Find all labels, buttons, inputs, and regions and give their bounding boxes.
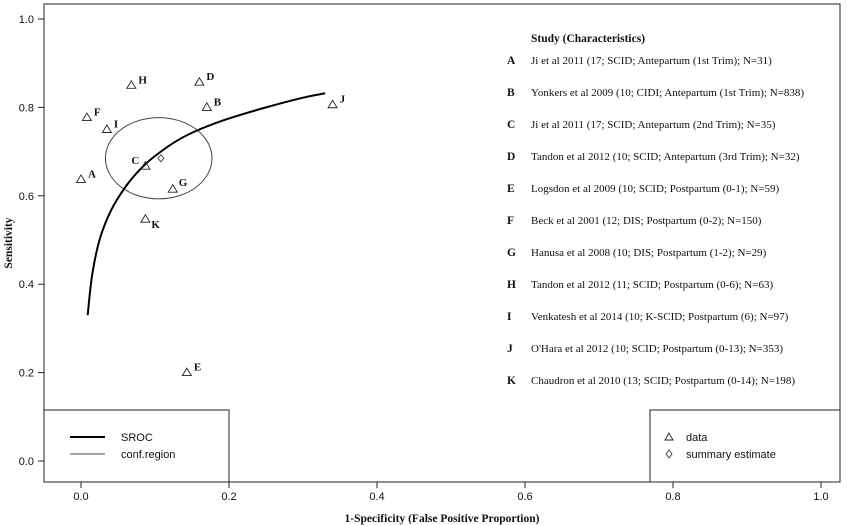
x-tick-label: 1.0 xyxy=(813,491,828,503)
study-description-h: Tandon et al 2012 (11; SCID; Postpartum … xyxy=(531,279,773,291)
study-letter-g: G xyxy=(507,247,516,259)
study-letter-i: I xyxy=(507,311,512,323)
data-point-e xyxy=(181,367,193,377)
data-points: A B C D E F G H I J K xyxy=(75,71,346,377)
y-tick-label: 0.2 xyxy=(19,368,34,380)
summary-estimate xyxy=(157,154,165,163)
data-point-f xyxy=(81,112,93,122)
study-description-i: Venkatesh et al 2014 (10; K-SCID; Postpa… xyxy=(531,311,789,323)
data-point-b xyxy=(201,102,213,111)
data-point-label-d: D xyxy=(206,71,214,83)
data-point-label-j: J xyxy=(340,94,346,106)
study-description-j: O'Hara et al 2012 (10; SCID; Postpartum … xyxy=(531,343,783,355)
legend-conf-region-label: conf.region xyxy=(121,449,175,461)
legend-summary-marker xyxy=(665,449,673,459)
data-point-k xyxy=(140,213,151,223)
data-point-label-k: K xyxy=(151,219,160,231)
y-axis-label: Sensitivity xyxy=(3,217,15,268)
y-tick-label: 0.6 xyxy=(19,191,34,203)
study-list: A Ji et al 2011 (17; SCID; Antepartum (1s… xyxy=(507,55,804,387)
legend-summary-label: summary estimate xyxy=(686,449,776,461)
data-point-h xyxy=(126,79,137,89)
study-description-g: Hanusa et al 2008 (10; DIS; Postpartum (… xyxy=(531,247,767,259)
x-tick-label: 0.8 xyxy=(665,491,680,503)
legend-data-label: data xyxy=(686,432,708,444)
data-point-label-g: G xyxy=(179,177,188,189)
y-tick-label: 0.0 xyxy=(19,456,34,468)
study-letter-b: B xyxy=(507,87,515,99)
data-point-g xyxy=(167,183,179,193)
legend-left: SROC conf.region xyxy=(43,409,230,483)
study-description-f: Beck et al 2001 (12; DIS; Postpartum (0-… xyxy=(531,215,762,227)
study-letter-k: K xyxy=(507,375,516,387)
legend-data-marker xyxy=(664,432,674,441)
data-point-i xyxy=(101,124,113,133)
study-letter-h: H xyxy=(507,279,516,291)
data-point-label-f: F xyxy=(94,107,101,119)
study-letter-e: E xyxy=(507,183,515,195)
x-tick-label: 0.4 xyxy=(369,491,384,503)
y-axis: 0.0 0.2 0.4 0.6 0.8 1.0 xyxy=(19,14,44,468)
y-tick-label: 0.4 xyxy=(19,279,34,291)
study-list-header: Study (Characteristics) xyxy=(531,33,645,45)
x-axis: 0.0 0.2 0.4 0.6 0.8 1.0 xyxy=(73,482,829,503)
data-point-label-h: H xyxy=(138,74,147,86)
data-point-label-a: A xyxy=(88,168,96,180)
summary-estimate-marker xyxy=(157,154,165,163)
y-tick-label: 1.0 xyxy=(19,14,34,26)
plot-frame xyxy=(43,3,841,483)
y-tick-label: 0.8 xyxy=(19,102,34,114)
confidence-region xyxy=(104,117,213,200)
data-point-a xyxy=(75,174,87,183)
study-letter-a: A xyxy=(507,55,516,67)
study-description-c: Ji et al 2011 (17; SCID; Antepartum (2nd… xyxy=(531,119,776,131)
study-letter-j: J xyxy=(507,343,513,355)
study-description-k: Chaudron et al 2010 (13; SCID; Postpartu… xyxy=(531,375,795,387)
data-point-label-e: E xyxy=(194,362,201,374)
x-tick-label: 0.2 xyxy=(221,491,236,503)
legend-sroc-label: SROC xyxy=(121,432,153,444)
data-point-label-i: I xyxy=(114,119,118,131)
data-point-j xyxy=(327,99,338,109)
study-description-d: Tandon et al 2012 (10; SCID; Antepartum … xyxy=(531,151,800,163)
data-point-c xyxy=(140,160,151,170)
study-letter-f: F xyxy=(507,215,514,227)
sroc-curve xyxy=(86,92,326,316)
data-point-label-c: C xyxy=(131,155,139,167)
legend-right: data summary estimate xyxy=(649,409,841,483)
study-description-e: Logsdon et al 2009 (10; SCID; Postpartum… xyxy=(531,183,780,195)
x-axis-label: 1-Specificity (False Positive Proportion… xyxy=(345,513,540,525)
study-description-a: Ji et al 2011 (17; SCID; Antepartum (1st… xyxy=(531,55,772,67)
x-tick-label: 0.0 xyxy=(73,491,88,503)
study-letter-c: C xyxy=(507,119,515,131)
x-tick-label: 0.6 xyxy=(517,491,532,503)
study-letter-d: D xyxy=(507,151,515,163)
data-point-label-b: B xyxy=(214,96,222,108)
study-description-b: Yonkers et al 2009 (10; CIDI; Antepartum… xyxy=(531,87,804,99)
data-point-d xyxy=(194,76,205,86)
